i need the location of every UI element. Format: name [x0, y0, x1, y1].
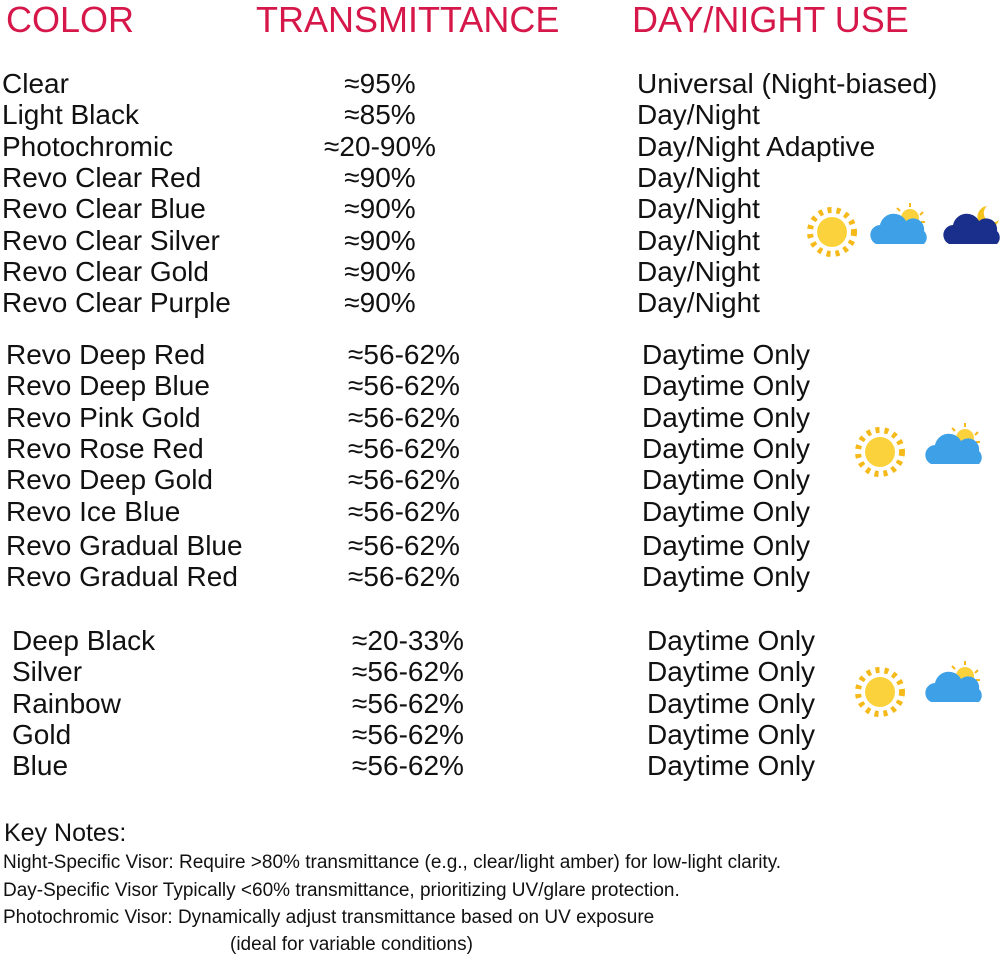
color-name: Revo Clear Gold: [2, 255, 209, 287]
day-night-use: Daytime Only: [647, 687, 816, 719]
transmittance: ≈56-62%: [352, 750, 464, 782]
color-name: Revo Clear Red: [2, 161, 202, 193]
day-night-use: Daytime Only: [642, 339, 811, 370]
transmittance: ≈56-62%: [348, 432, 460, 464]
color-name: Revo Ice Blue: [6, 495, 181, 527]
transmittance: ≈90%: [344, 161, 416, 193]
day-night-use: Day/Night: [637, 255, 760, 287]
color-name: Silver: [12, 656, 83, 688]
transmittance: ≈56-62%: [348, 495, 460, 527]
transmittance: ≈90%: [344, 193, 416, 225]
transmittance: ≈90%: [344, 287, 416, 319]
transmittance: ≈85%: [344, 99, 416, 131]
transmittance: ≈56-62%: [348, 464, 460, 496]
column-header: DAY/NIGHT USE: [632, 0, 909, 40]
transmittance: ≈20-90%: [324, 130, 436, 162]
day-night-use: Daytime Only: [642, 561, 811, 593]
day-night-use: Daytime Only: [647, 718, 816, 750]
day-night-use: Daytime Only: [642, 432, 811, 464]
day-night-use: Daytime Only: [642, 495, 811, 527]
color-name: Revo Clear Purple: [2, 287, 231, 319]
transmittance: ≈56-62%: [348, 529, 460, 561]
color-name: Blue: [12, 750, 69, 782]
day-night-use: Day/Night: [637, 99, 760, 131]
color-name: Photochromic: [2, 130, 174, 162]
column-header: TRANSMITTANCE: [256, 0, 560, 40]
day-night-use: Daytime Only: [642, 370, 811, 402]
color-name: Clear: [2, 68, 69, 99]
notes-title: Key Notes:: [4, 819, 127, 847]
day-night-use: Daytime Only: [642, 529, 811, 561]
day-night-use: Daytime Only: [647, 625, 816, 656]
transmittance: ≈56-62%: [352, 656, 464, 688]
day-night-use: Day/Night: [637, 287, 760, 319]
day-night-use: Day/Night: [637, 161, 760, 193]
transmittance: ≈56-62%: [352, 687, 464, 719]
transmittance: ≈90%: [344, 255, 416, 287]
day-night-use: Daytime Only: [642, 464, 811, 496]
color-name: Revo Gradual Red: [6, 561, 238, 593]
transmittance: ≈56-62%: [348, 339, 460, 370]
color-name: Revo Rose Red: [6, 432, 204, 464]
color-name: Revo Pink Gold: [6, 401, 201, 433]
day-night-use: Day/Night: [637, 224, 760, 256]
color-name: Revo Clear Silver: [2, 224, 220, 256]
note-line: Night-Specific Visor: Require >80% trans…: [3, 852, 782, 873]
color-name: Revo Gradual Blue: [6, 529, 243, 561]
day-night-use: Daytime Only: [647, 750, 816, 782]
color-name: Gold: [12, 718, 72, 750]
color-name: Revo Deep Red: [6, 339, 206, 370]
day-night-use: Day/Night: [637, 193, 760, 225]
note-line: (ideal for variable conditions): [230, 934, 473, 955]
transmittance: ≈56-62%: [348, 370, 460, 402]
color-name: Rainbow: [12, 687, 121, 719]
day-night-use: Universal (Night-biased): [637, 68, 938, 99]
note-line: Day-Specific Visor Typically <60% transm…: [3, 880, 680, 901]
transmittance: ≈56-62%: [348, 561, 460, 593]
day-night-use: Day/Night Adaptive: [637, 130, 876, 162]
color-name: Revo Deep Blue: [6, 370, 210, 402]
note-line: Photochromic Visor: Dynamically adjust t…: [3, 907, 655, 928]
transmittance: ≈90%: [344, 224, 416, 256]
transmittance: ≈56-62%: [348, 401, 460, 433]
day-night-use: Daytime Only: [647, 656, 816, 688]
day-night-use: Daytime Only: [642, 401, 811, 433]
transmittance: ≈95%: [344, 68, 416, 99]
color-name: Light Black: [2, 99, 139, 131]
transmittance: ≈20-33%: [352, 625, 464, 656]
column-header: COLOR: [6, 0, 135, 40]
color-name: Revo Clear Blue: [2, 193, 206, 225]
color-name: Revo Deep Gold: [6, 464, 214, 496]
color-name: Deep Black: [12, 625, 156, 656]
transmittance: ≈56-62%: [352, 718, 464, 750]
